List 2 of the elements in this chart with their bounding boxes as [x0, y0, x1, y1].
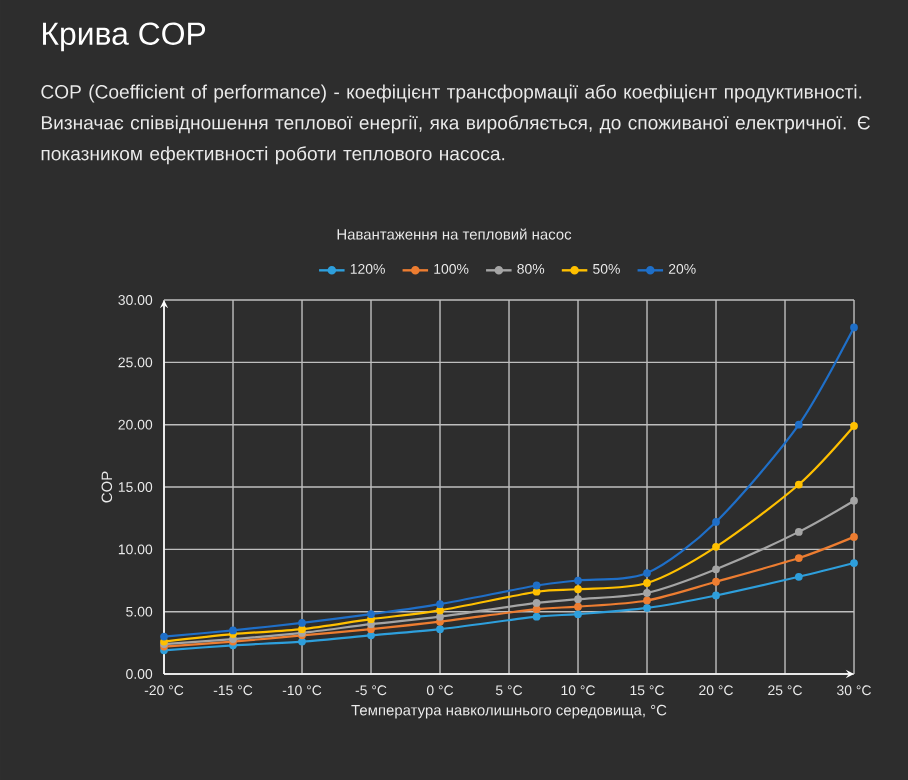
chart-title: Крива COP	[43, 22, 206, 52]
text: COP (Coefficient of performance) - коефіцієнт трансформації або коефіцієнт продуктивності. Визначає співвідношення теплової енергії, яка виробляється, до споживаної електричної. Є показником ефективності роботи теплового насоса.	[41, 84, 870, 165]
